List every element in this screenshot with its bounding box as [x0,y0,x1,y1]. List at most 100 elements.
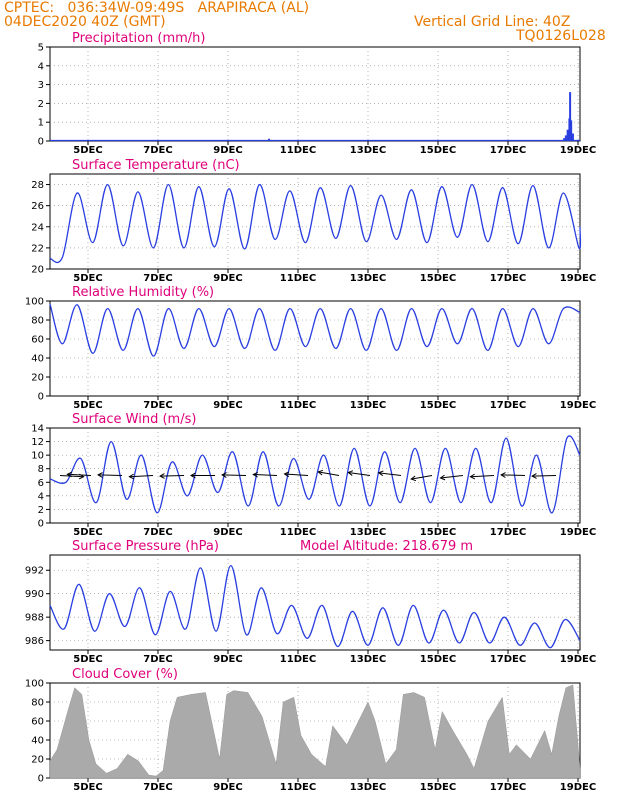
panel-6-xtick-label-5: 15DEC [420,782,456,793]
panel-5-xtick-label-4: 13DEC [350,654,386,665]
panel-6-xtick-label-6: 17DEC [490,782,526,793]
panel-4-xtick-label-3: 11DEC [280,527,316,538]
panel-2-xtick-label-2: 9DEC [213,273,242,284]
panel-4-xtick-label-4: 13DEC [350,527,386,538]
wind-arrow-head-6 [221,472,227,478]
wind-arrow-head-15 [500,472,506,478]
panel-6-ytick-label-5: 100 [25,679,44,690]
panel-4-series-line [49,435,581,514]
wind-arrow-7 [253,473,278,476]
panel-4-ytick-label-7: 14 [31,424,44,435]
panel-4-ytick-label-4: 8 [38,464,44,475]
panel-5-series-line [49,564,581,649]
panel-4-ytick-label-1: 2 [38,505,44,516]
panel-5-title: Surface Pressure (hPa) [72,539,219,554]
header-grid-line: Vertical Grid Line: 40Z [414,14,571,30]
panel-4-ytick-label-5: 10 [31,451,44,462]
panel-3-xtick-label-1: 7DEC [143,400,172,411]
panel-2-xtick-label-3: 11DEC [280,273,316,284]
wind-arrow-6 [222,474,247,476]
panel-2-xtick-label-4: 13DEC [350,273,386,284]
precip-bar-4 [564,135,567,141]
panel-4-ytick-label-6: 12 [31,437,44,448]
panel-2-series-line [49,183,582,264]
wind-arrow-head-13 [439,474,446,481]
wind-arrow-10 [348,471,371,476]
wind-arrow-head-10 [347,470,354,476]
wind-arrow-head-11 [377,470,384,477]
wind-arrow-8 [284,473,309,476]
panel-6-ytick-label-4: 80 [31,698,44,709]
panel-3-ytick-label-3: 60 [31,335,44,346]
wind-arrow-head-1 [66,471,73,478]
header-station: CPTEC: 036:34W-09:49S ARAPIRACA (AL) [4,0,310,16]
panel-6-xtick-label-0: 5DEC [73,782,102,793]
panel-1-xtick-label-5: 15DEC [420,145,456,156]
panel-1-xtick-label-1: 7DEC [143,145,172,156]
precip-bar-7 [569,92,572,141]
wind-arrow-head-16 [531,473,537,479]
panel-2-ytick-label-1: 22 [31,243,44,254]
panel-4-title: Surface Wind (m/s) [72,412,196,427]
panel-3-xtick-label-2: 9DEC [213,400,242,411]
wind-arrow-head-2 [97,472,103,478]
wind-arrow-head-14 [469,473,476,480]
panel-3-ytick-label-1: 20 [31,373,44,384]
panel-2-ytick-label-3: 26 [31,201,44,212]
panel-2-ytick-label-2: 24 [31,222,44,233]
wind-arrow-15 [501,474,526,476]
panel-5-xtick-label-1: 7DEC [143,654,172,665]
precip-bar-0 [268,138,271,141]
panel-1-xtick-label-4: 13DEC [350,145,386,156]
model-altitude: Model Altitude: 218.679 m [300,539,473,554]
panel-6-ytick-label-3: 60 [31,717,44,728]
panel-3-ytick-label-0: 0 [38,392,44,403]
wind-arrow-head-12 [410,475,417,482]
panel-3-ytick-label-4: 80 [31,316,44,327]
panel-1-title: Precipitation (mm/h) [72,31,205,46]
panel-4-ytick-label-0: 0 [38,519,44,530]
panel-4-xtick-label-6: 17DEC [490,527,526,538]
panel-5-xtick-label-0: 5DEC [73,654,102,665]
panel-5-xtick-label-6: 17DEC [490,654,526,665]
panel-1-xtick-label-0: 5DEC [73,145,102,156]
wind-arrow-9 [318,471,340,476]
panel-1-xtick-label-7: 19DEC [560,145,596,156]
panel-3-xtick-label-5: 15DEC [420,400,456,411]
wind-arrow-head-9 [317,469,324,476]
panel-4-ytick-label-2: 4 [38,491,44,502]
panel-1-ytick-label-0: 0 [38,137,44,148]
panel-3-xtick-label-6: 17DEC [490,400,526,411]
wind-arrow-13 [440,475,464,479]
panel-2-xtick-label-0: 5DEC [73,273,102,284]
panel-1-ytick-label-3: 3 [38,80,44,91]
panel-3-series-line [49,303,581,357]
wind-arrow-4 [160,475,185,477]
wind-arrow-2 [98,474,123,476]
cloud-area [49,684,581,779]
panel-5-ytick-label-0: 986 [25,636,44,647]
panel-5-ytick-label-3: 992 [25,566,44,577]
panel-2-frame [49,173,581,270]
panel-5-ytick-label-2: 990 [25,589,44,600]
wind-arrow-head-7 [252,471,258,478]
wind-arrow-head-5 [189,472,196,479]
panel-6-ytick-label-0: 0 [38,774,44,785]
panel-1-xtick-label-6: 17DEC [490,145,526,156]
panel-5-xtick-label-5: 15DEC [420,654,456,665]
wind-arrow-12 [411,475,433,480]
panel-1-xtick-label-3: 11DEC [280,145,316,156]
panel-2-xtick-label-1: 7DEC [143,273,172,284]
wind-arrow-3 [129,475,154,478]
panel-4-frame [49,427,581,524]
panel-2-title: Surface Temperature (nC) [72,158,240,173]
panel-3-xtick-label-4: 13DEC [350,400,386,411]
panel-2-xtick-label-6: 17DEC [490,273,526,284]
panel-6-xtick-label-7: 19DEC [560,782,596,793]
wind-arrow-16 [532,475,557,477]
wind-arrow-1 [67,473,92,476]
panel-3-ytick-label-5: 100 [25,297,44,308]
panel-4-xtick-label-7: 19DEC [560,527,596,538]
panel-3-xtick-label-3: 11DEC [280,400,316,411]
